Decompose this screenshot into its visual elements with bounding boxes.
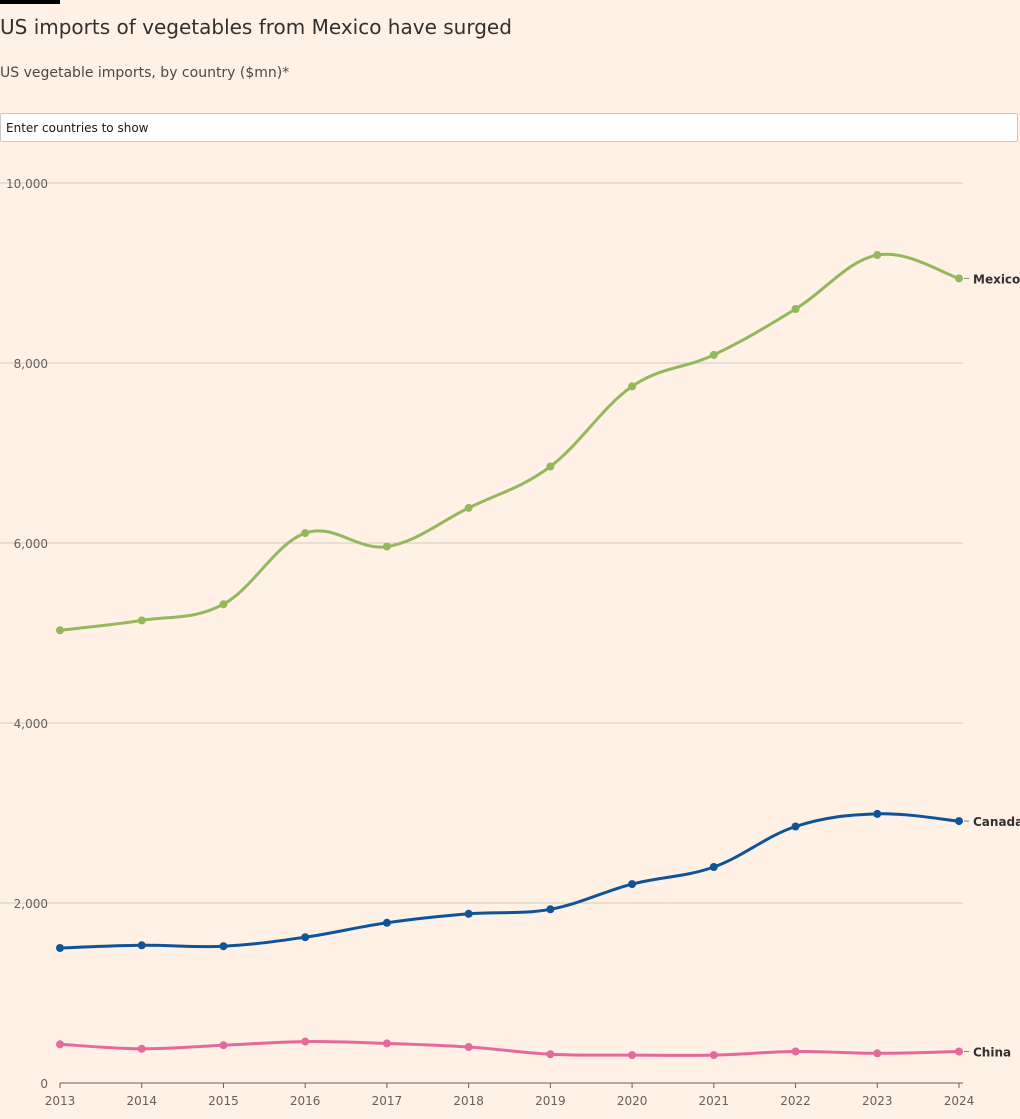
data-point [382, 918, 391, 927]
y-tick-label: 2,000 [14, 897, 48, 911]
x-tick-label: 2021 [699, 1094, 730, 1108]
x-tick-label: 2024 [944, 1094, 975, 1108]
data-point [382, 1039, 391, 1048]
x-axis: 2013 2014 2015 2016 2017 2018 2019 2020 2021 2022… [45, 1082, 975, 1108]
series-line [58, 1040, 961, 1057]
data-point [709, 350, 718, 359]
data-point [301, 529, 310, 538]
country-search-input[interactable] [0, 113, 1018, 142]
x-tick-label: 2013 [45, 1094, 76, 1108]
data-point [546, 462, 555, 471]
x-tick-label: 2023 [862, 1094, 893, 1108]
data-point [873, 809, 882, 818]
data-point [955, 1047, 963, 1056]
y-tick-label: 0 [40, 1077, 48, 1091]
data-point [137, 616, 146, 625]
y-axis: 0 2,000 4,000 6,000 8,000 10,000 [6, 177, 48, 1091]
data-point [709, 863, 718, 871]
data-point [464, 503, 473, 512]
data-point [955, 817, 963, 826]
x-tick-label: 2020 [617, 1094, 648, 1108]
series-label: Canada [973, 815, 1020, 829]
data-point [791, 822, 800, 831]
series-label: China [973, 1046, 1011, 1060]
data-point [219, 942, 228, 951]
data-point [546, 1050, 555, 1059]
x-tick-label: 2018 [453, 1094, 484, 1108]
x-tick-label: 2022 [780, 1094, 811, 1108]
gridlines [0, 182, 963, 904]
series-line [58, 812, 961, 950]
data-point [137, 941, 146, 950]
x-tick-label: 2016 [290, 1094, 321, 1108]
data-point [709, 1051, 718, 1060]
series-canada: Canada [56, 809, 1020, 952]
series-label: Mexico [973, 272, 1020, 286]
data-point [873, 1049, 882, 1058]
y-tick-label: 4,000 [14, 717, 48, 731]
data-point [301, 1037, 310, 1046]
series-group: Mexico Canada China [56, 251, 1020, 1060]
chart-subtitle: US vegetable imports, by country ($mn)* [0, 65, 290, 81]
x-tick-label: 2014 [126, 1094, 157, 1108]
y-tick-label: 8,000 [14, 357, 48, 371]
data-point [955, 274, 963, 283]
y-tick-label: 10,000 [6, 177, 48, 191]
series-china: China [56, 1037, 1011, 1060]
data-point [56, 944, 64, 952]
series-line [58, 252, 961, 632]
series-mexico: Mexico [56, 251, 1020, 635]
y-tick-label: 6,000 [14, 537, 48, 551]
data-point [56, 1040, 64, 1049]
data-point [628, 382, 637, 391]
data-point [464, 1043, 473, 1051]
data-point [382, 542, 391, 551]
data-point [219, 1041, 228, 1050]
data-point [791, 305, 800, 313]
data-point [219, 600, 228, 609]
data-point [628, 1051, 637, 1060]
x-tick-label: 2019 [535, 1094, 566, 1108]
data-point [301, 933, 310, 942]
x-tick-label: 2015 [208, 1094, 239, 1108]
chart-title: US imports of vegetables from Mexico hav… [0, 15, 512, 39]
data-point [628, 880, 637, 889]
data-point [464, 909, 473, 918]
data-point [873, 251, 882, 259]
data-point [137, 1044, 146, 1053]
top-accent-bar [0, 0, 60, 4]
x-tick-label: 2017 [372, 1094, 403, 1108]
data-point [791, 1047, 800, 1056]
data-point [56, 626, 64, 635]
data-point [546, 905, 555, 914]
